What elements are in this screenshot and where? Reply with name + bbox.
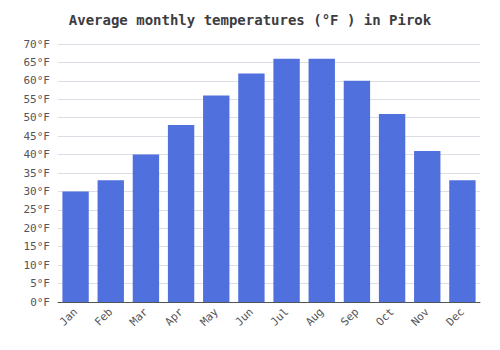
- svg-text:May: May: [198, 305, 221, 328]
- svg-text:Apr: Apr: [162, 305, 185, 328]
- svg-text:60°F: 60°F: [24, 74, 51, 87]
- svg-text:Oct: Oct: [373, 305, 396, 328]
- svg-text:Jun: Jun: [233, 305, 256, 328]
- svg-text:Average monthly temperatures (: Average monthly temperatures (°F ) in Pi…: [69, 12, 432, 28]
- svg-text:25°F: 25°F: [24, 203, 51, 216]
- svg-text:Jan: Jan: [57, 305, 80, 328]
- svg-text:Mar: Mar: [127, 305, 150, 328]
- svg-text:Feb: Feb: [92, 305, 115, 328]
- svg-text:65°F: 65°F: [24, 56, 51, 69]
- svg-text:50°F: 50°F: [24, 111, 51, 124]
- svg-text:0°F: 0°F: [30, 296, 50, 309]
- svg-text:Sep: Sep: [338, 305, 361, 328]
- svg-text:5°F: 5°F: [30, 277, 50, 290]
- svg-text:30°F: 30°F: [24, 185, 51, 198]
- svg-text:55°F: 55°F: [24, 93, 51, 106]
- svg-text:Dec: Dec: [444, 305, 467, 328]
- svg-text:Nov: Nov: [409, 305, 432, 328]
- svg-text:40°F: 40°F: [24, 148, 51, 161]
- svg-text:20°F: 20°F: [24, 222, 51, 235]
- svg-text:Jul: Jul: [268, 305, 291, 328]
- svg-text:10°F: 10°F: [24, 259, 51, 272]
- svg-text:70°F: 70°F: [24, 38, 51, 51]
- svg-text:Aug: Aug: [303, 305, 326, 328]
- svg-text:15°F: 15°F: [24, 240, 51, 253]
- svg-text:35°F: 35°F: [24, 167, 51, 180]
- svg-text:45°F: 45°F: [24, 130, 51, 143]
